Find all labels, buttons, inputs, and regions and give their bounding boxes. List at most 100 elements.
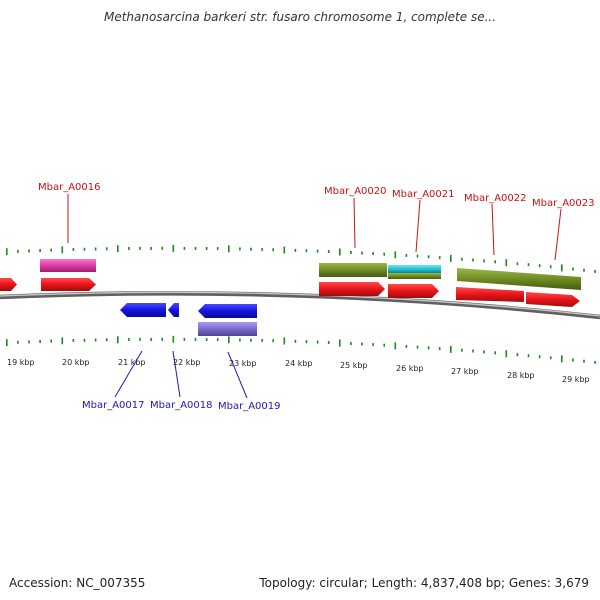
scale-tick xyxy=(216,338,219,342)
scale-tick xyxy=(250,338,252,342)
scale-tick xyxy=(172,335,175,343)
gene-label-Mbar_A0020[interactable]: Mbar_A0020 xyxy=(324,186,387,197)
scale-tick xyxy=(505,259,508,267)
scale-tick xyxy=(128,247,130,250)
scale-tick xyxy=(272,248,274,252)
scale-label-26kbp: 26 kbp xyxy=(396,364,424,373)
chromosome-backbone-highlight xyxy=(0,291,600,317)
scale-tick xyxy=(283,246,286,254)
scale-tick xyxy=(394,251,397,259)
scale-tick xyxy=(83,338,86,342)
scale-label-20kbp: 20 kbp xyxy=(62,358,90,367)
gene-feature-Mbar_A0016[interactable] xyxy=(41,278,96,291)
scale-tick xyxy=(150,337,152,341)
gene-feature-Mbar_A0022-product[interactable] xyxy=(457,268,581,290)
scale-tick xyxy=(350,342,352,345)
scale-tick xyxy=(483,350,485,354)
gene-feature-Mbar_A0019-product[interactable] xyxy=(198,322,257,336)
scale-tick xyxy=(583,359,585,363)
gene-feature-Mbar_A0021-product[interactable] xyxy=(388,273,441,279)
gene-label-Mbar_A0017[interactable]: Mbar_A0017 xyxy=(82,400,145,411)
scale-tick xyxy=(372,252,374,256)
scale-tick xyxy=(28,340,30,344)
scale-tick xyxy=(139,246,141,250)
scale-label-27kbp: 27 kbp xyxy=(451,367,479,376)
gene-feature-edge-left[interactable] xyxy=(0,278,17,291)
scale-tick xyxy=(549,265,552,269)
scale-label-19kbp: 19 kbp xyxy=(7,358,35,367)
scale-tick xyxy=(350,251,352,254)
scale-tick xyxy=(405,253,408,257)
scale-tick xyxy=(461,257,463,261)
gene-feature-Mbar_A0021-cyan[interactable] xyxy=(388,265,441,273)
scale-tick xyxy=(594,360,596,364)
scale-tick xyxy=(472,349,474,353)
scale-tick xyxy=(327,250,330,253)
scale-tick xyxy=(316,249,319,253)
scale-label-29kbp: 29 kbp xyxy=(562,375,590,384)
gene-label-Mbar_A0021[interactable]: Mbar_A0021 xyxy=(392,189,455,200)
scale-tick xyxy=(450,254,452,262)
scale-tick xyxy=(39,249,41,252)
scale-tick xyxy=(250,247,252,251)
scale-tick xyxy=(117,336,119,344)
scale-tick xyxy=(61,246,64,254)
scale-tick xyxy=(183,337,186,341)
scale-tick xyxy=(305,340,308,344)
scale-tick xyxy=(117,245,119,253)
gene-feature-Mbar_A0020[interactable] xyxy=(319,282,385,296)
gene-feature-Mbar_A0016-product[interactable] xyxy=(40,259,96,272)
scale-tick xyxy=(161,246,163,250)
gene-feature-Mbar_A0017[interactable] xyxy=(120,303,166,317)
scale-tick xyxy=(17,249,19,253)
scale-tick xyxy=(239,338,241,342)
scale-tick xyxy=(239,247,241,251)
scale-labels: 19 kbp 20 kbp 21 kbp 22 kbp 23 kbp 24 kb… xyxy=(7,358,590,384)
lower-ticks xyxy=(6,335,596,364)
scale-tick xyxy=(527,354,530,358)
scale-tick xyxy=(205,338,208,341)
gene-label-Mbar_A0022[interactable]: Mbar_A0022 xyxy=(464,193,527,204)
scale-label-22kbp: 22 kbp xyxy=(173,358,201,367)
scale-tick xyxy=(261,338,263,342)
scale-tick xyxy=(416,254,419,258)
scale-tick xyxy=(28,249,30,253)
scale-tick xyxy=(339,339,341,347)
scale-tick xyxy=(405,344,408,348)
scale-tick xyxy=(327,341,330,344)
scale-tick xyxy=(538,355,541,359)
gene-label-Mbar_A0019[interactable]: Mbar_A0019 xyxy=(218,401,281,412)
gene-label-Mbar_A0023[interactable]: Mbar_A0023 xyxy=(532,198,595,209)
gene-feature-Mbar_A0023[interactable] xyxy=(526,292,580,307)
gene-feature-Mbar_A0018[interactable] xyxy=(168,303,179,317)
scale-tick xyxy=(228,245,230,253)
scale-tick xyxy=(194,246,197,250)
gene-label-Mbar_A0016[interactable]: Mbar_A0016 xyxy=(38,182,101,193)
upper-ticks xyxy=(6,244,596,273)
scale-label-28kbp: 28 kbp xyxy=(507,371,535,380)
scale-tick xyxy=(50,339,52,343)
scale-tick xyxy=(72,339,75,342)
scale-tick xyxy=(538,264,541,268)
scale-tick xyxy=(383,343,385,347)
scale-tick xyxy=(105,338,108,342)
scale-tick xyxy=(83,247,86,251)
scale-label-24kbp: 24 kbp xyxy=(285,359,313,368)
scale-tick xyxy=(494,260,496,264)
gene-label-group-top: Mbar_A0016 Mbar_A0020 Mbar_A0021 Mbar_A0… xyxy=(38,182,595,261)
gene-feature-Mbar_A0019[interactable] xyxy=(198,304,257,318)
gene-feature-Mbar_A0020-product[interactable] xyxy=(319,263,387,277)
scale-tick xyxy=(294,248,297,252)
scale-tick xyxy=(139,337,141,341)
scale-tick xyxy=(339,248,341,256)
scale-tick xyxy=(261,247,263,251)
gene-feature-Mbar_A0021[interactable] xyxy=(388,284,439,298)
chromosome-backbone xyxy=(0,291,600,320)
gene-label-Mbar_A0018[interactable]: Mbar_A0018 xyxy=(150,400,213,411)
gene-feature-Mbar_A0022[interactable] xyxy=(456,287,524,302)
scale-tick xyxy=(183,246,186,250)
scale-tick xyxy=(516,353,519,357)
genome-summary-text: Topology: circular; Length: 4,837,408 bp… xyxy=(259,576,589,590)
scale-tick xyxy=(361,251,363,255)
